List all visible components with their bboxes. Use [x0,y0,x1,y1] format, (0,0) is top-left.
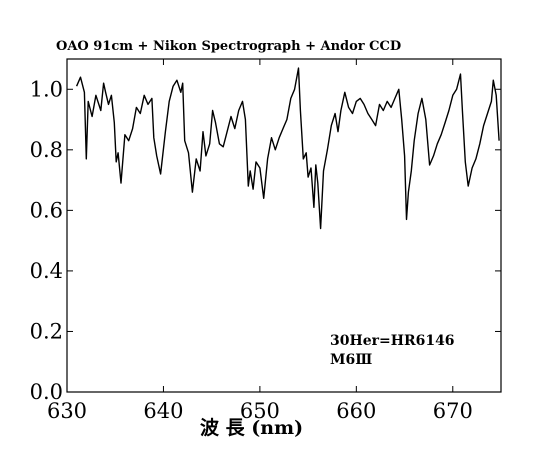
y-tick-label: 0.8 [30,138,63,162]
y-tick-label: 1.0 [30,77,63,101]
x-tick-label: 650 [240,399,280,423]
x-tick-label: 660 [336,399,376,423]
plot-frame [66,58,502,393]
chart-title: OAO 91cm + Nikon Spectrograph + Andor CC… [56,39,401,54]
x-axis-label: 波 長 (nm) [200,416,303,439]
y-tick-label: 0.0 [30,380,63,404]
x-axis: 630 640 650 660 670 [47,59,473,423]
y-tick-label: 0.6 [30,198,63,222]
x-tick-label: 640 [143,399,183,423]
x-tick-label: 630 [47,399,87,423]
y-tick-label: 0.2 [30,319,63,343]
annotation-star-id: 30Her=HR6146 [330,333,455,349]
y-axis: 0.0 0.2 0.4 0.6 0.8 1.0 [30,77,501,404]
series-line-0 [75,67,500,230]
x-tick-label: 670 [433,399,473,423]
y-tick-label: 0.4 [30,259,63,283]
annotation-spectral-type: M6Ⅲ [330,352,372,368]
series-layer [75,67,500,230]
